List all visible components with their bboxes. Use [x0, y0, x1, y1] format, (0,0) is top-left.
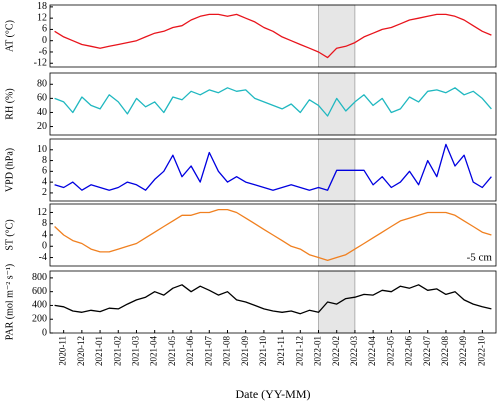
x-tick-label: 2020-12: [76, 336, 86, 366]
annotation: -5 cm: [467, 252, 493, 264]
y-axis-label: RH (%): [4, 88, 15, 119]
y-axis-label: PAR (mol m⁻² s⁻¹): [4, 264, 15, 340]
x-tick-label: 2021-04: [149, 336, 159, 366]
y-tick-label: 0: [42, 241, 47, 252]
y-tick-label: 18: [37, 1, 47, 12]
x-tick-label: 2021-12: [294, 336, 304, 366]
y-tick-label: 40: [37, 107, 47, 118]
x-tick-label: 2021-07: [203, 336, 213, 366]
x-tick-label: 2021-08: [222, 336, 232, 366]
y-tick-label: 60: [37, 93, 47, 104]
y-tick-label: 0: [42, 35, 47, 46]
y-axis-label: AT (°C): [4, 20, 15, 52]
data-line: [54, 143, 492, 191]
y-axis-label: ST (°C): [4, 219, 15, 250]
y-tick-label: 80: [37, 79, 47, 90]
x-tick-label: 2021-03: [131, 336, 141, 366]
x-tick-label: 2022-09: [458, 336, 468, 366]
y-axis-label: VPD (hPa): [4, 148, 15, 192]
shade-region: [318, 4, 356, 68]
panel-frame: [49, 72, 497, 136]
x-tick-label: 2022-03: [349, 336, 359, 366]
panel-frame: [49, 4, 497, 68]
y-tick-label: 6: [42, 24, 47, 35]
x-tick-label: 2022-05: [385, 336, 395, 366]
y-tick-label: 600: [32, 286, 47, 297]
y-tick-label: 4: [42, 176, 47, 187]
x-tick-label: 2022-04: [367, 336, 377, 366]
shade-region: [318, 203, 356, 267]
x-tick-label: 2021-10: [258, 336, 268, 366]
x-tick-label: 2022-10: [476, 336, 486, 366]
shade-region: [318, 72, 356, 136]
y-tick-label: 200: [32, 314, 47, 325]
y-tick-label: 400: [32, 300, 47, 311]
x-tick-label: 2021-01: [94, 336, 104, 366]
data-line: [54, 87, 492, 117]
y-tick-label: 4: [42, 229, 47, 240]
y-tick-label: 8: [42, 218, 47, 229]
y-tick-label: 12: [37, 12, 47, 23]
y-tick-label: -12: [34, 58, 47, 69]
panel-frame: [49, 270, 497, 334]
x-tick-label: 2022-07: [422, 336, 432, 366]
y-tick-label: 6: [42, 166, 47, 177]
x-tick-label: 2022-06: [404, 336, 414, 366]
data-line: [54, 284, 492, 315]
x-tick-label: 2021-11: [276, 336, 286, 366]
x-axis-label: Date (YY-MM): [236, 387, 311, 401]
x-tick-label: 2022-01: [313, 336, 323, 366]
y-tick-label: 10: [37, 144, 47, 155]
y-tick-label: 2: [42, 187, 47, 198]
y-tick-label: 0: [42, 327, 47, 338]
y-tick-label: 12: [37, 207, 47, 218]
x-tick-label: 2021-02: [112, 336, 122, 366]
x-tick-label: 2021-09: [240, 336, 250, 366]
x-tick-label: 2020-11: [58, 336, 68, 366]
panel-frame: [49, 203, 497, 267]
y-tick-label: -6: [39, 46, 47, 57]
y-tick-label: 800: [32, 272, 47, 283]
y-tick-label: 20: [37, 121, 47, 132]
x-tick-label: 2022-02: [331, 336, 341, 366]
y-tick-label: 8: [42, 155, 47, 166]
data-line: [54, 208, 492, 262]
panel-frame: [49, 138, 497, 202]
shade-region: [318, 270, 356, 334]
x-tick-label: 2022-08: [440, 336, 450, 366]
x-tick-label: 2021-05: [167, 336, 177, 366]
y-tick-label: -4: [39, 252, 47, 263]
x-tick-label: 2021-06: [185, 336, 195, 366]
data-line: [54, 13, 492, 59]
